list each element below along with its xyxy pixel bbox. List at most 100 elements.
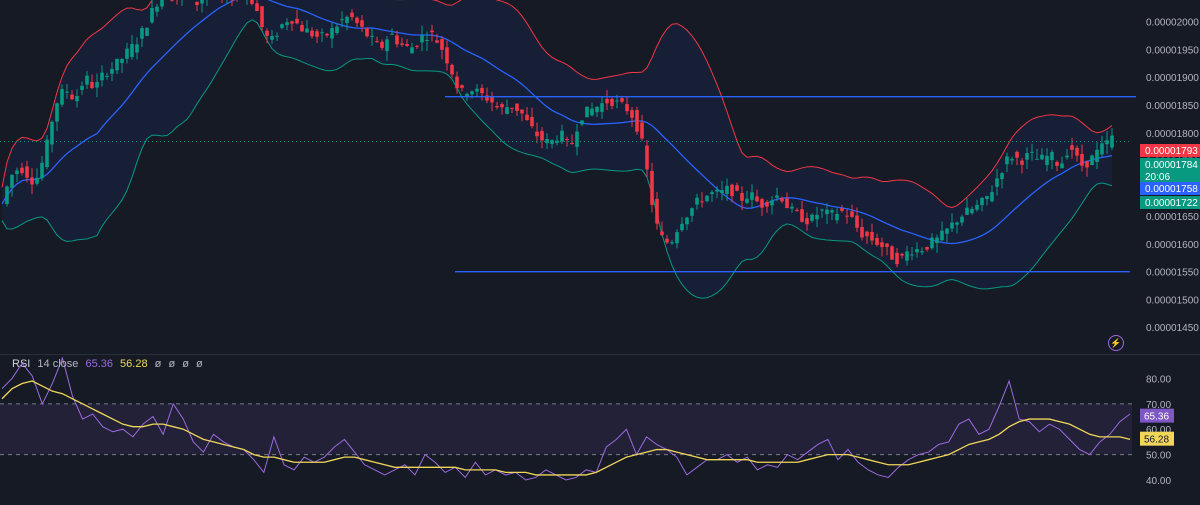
candle-body [720, 190, 724, 193]
candle-body [615, 100, 619, 101]
candle-body [290, 21, 294, 23]
candle-body [1015, 152, 1019, 158]
candle-body [900, 254, 904, 256]
candle-body [915, 249, 919, 252]
candle-body [690, 208, 694, 216]
candle-body [620, 98, 624, 102]
candle-body [870, 232, 874, 241]
candle-body [535, 132, 539, 137]
candle-body [15, 170, 19, 174]
candle-body [545, 139, 549, 143]
candle-body [130, 44, 134, 57]
price-tick-label: 0.00001950 [1146, 45, 1199, 56]
candle-body [400, 43, 404, 44]
candle-body [150, 8, 154, 22]
candle-body [65, 92, 69, 93]
candle-body [270, 36, 274, 40]
rsi-tick-label: 40.00 [1146, 476, 1171, 487]
candle-body [1105, 140, 1109, 144]
candle-body [780, 198, 784, 202]
candle-body [135, 44, 139, 52]
candle-body [965, 208, 969, 215]
rsi-legend[interactable]: RSI 14 close 65.36 56.28 ø ø ø ø [12, 358, 207, 370]
candle-body [415, 46, 419, 47]
candle-body [860, 227, 864, 237]
candle-body [370, 36, 374, 37]
candle-body [905, 251, 909, 260]
candle-body [645, 146, 649, 170]
candle-body [420, 35, 424, 42]
candle-body [495, 106, 499, 107]
candle-body [170, 0, 174, 1]
rsi-value-label: 56.28 [1144, 435, 1169, 446]
rsi-legend-value: 65.36 [85, 358, 113, 370]
price-tick-label: 0.00001850 [1146, 101, 1199, 112]
price-tick-label: 0.00001800 [1146, 129, 1199, 140]
candle-body [345, 17, 349, 23]
candle-body [120, 59, 124, 63]
candle-body [530, 117, 534, 126]
candle-body [45, 140, 49, 167]
candle-body [855, 215, 859, 227]
candle-body [110, 69, 114, 74]
candle-body [540, 131, 544, 140]
candle-body [70, 95, 74, 100]
candle-body [90, 82, 94, 88]
candle-body [995, 178, 999, 186]
candle-body [675, 232, 679, 243]
candle-body [575, 132, 579, 147]
rsi-value-label: 65.36 [1144, 412, 1169, 423]
candle-body [1020, 161, 1024, 165]
candle-body [1075, 148, 1079, 156]
candle-body [1005, 156, 1009, 164]
lightning-icon[interactable]: ⚡ [1108, 335, 1124, 351]
candle-body [735, 185, 739, 190]
candle-body [280, 24, 284, 28]
candle-body [115, 59, 119, 71]
candle-body [375, 41, 379, 42]
candle-body [750, 192, 754, 200]
candle-body [95, 82, 99, 88]
candle-body [1010, 159, 1014, 160]
candle-body [440, 39, 444, 50]
candle-body [325, 34, 329, 36]
candle-body [445, 47, 449, 63]
candle-body [790, 207, 794, 209]
candle-body [475, 89, 479, 92]
candle-body [980, 198, 984, 205]
candle-body [260, 6, 264, 27]
candle-body [630, 110, 634, 118]
candle-body [265, 31, 269, 36]
candle-body [355, 18, 359, 23]
candle-body [960, 217, 964, 223]
candle-body [835, 214, 839, 220]
candle-body [450, 65, 454, 75]
candle-body [470, 91, 474, 94]
candle-body [930, 238, 934, 248]
candle-body [1035, 159, 1039, 160]
candle-body [850, 211, 854, 216]
candle-body [1055, 162, 1059, 166]
candle-body [935, 237, 939, 243]
candle-body [640, 122, 644, 138]
candle-body [300, 25, 304, 31]
candle-body [50, 122, 54, 145]
candle-body [800, 209, 804, 222]
candle-body [990, 192, 994, 201]
candle-body [610, 99, 614, 106]
candle-body [145, 28, 149, 36]
candle-body [600, 103, 604, 112]
candle-body [330, 28, 334, 38]
candle-body [680, 224, 684, 230]
candle-body [725, 186, 729, 194]
candle-body [775, 195, 779, 197]
candle-body [580, 120, 584, 124]
bollinger-fill [2, 0, 1112, 298]
candle-body [655, 199, 659, 224]
rsi-tick-label: 80.00 [1146, 374, 1171, 385]
candle-body [705, 196, 709, 201]
candle-body [250, 0, 254, 4]
candle-body [890, 246, 894, 259]
